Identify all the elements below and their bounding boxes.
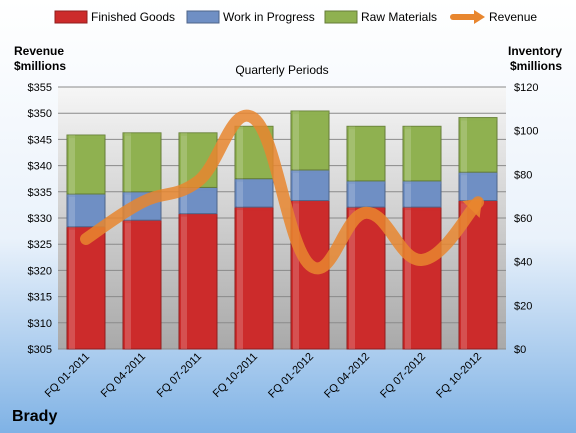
right-tick-label: $20 (514, 300, 532, 312)
legend-label: Raw Materials (361, 10, 437, 24)
legend-item: Raw Materials (324, 10, 437, 24)
bar-segment-work-in-progress (234, 178, 274, 208)
left-axis-label-line2: $millions (14, 59, 66, 73)
bar-segment-finished-goods (234, 206, 274, 350)
bar-segment-finished-goods (66, 226, 106, 350)
bar-segment-raw-materials (66, 134, 106, 195)
right-axis-label-line1: Inventory (508, 44, 562, 58)
left-tick-label: $355 (28, 82, 52, 94)
revenue-line-path (80, 109, 484, 275)
left-tick-label: $330 (28, 213, 52, 225)
legend-label: Revenue (489, 10, 537, 24)
bar-segment-raw-materials (402, 125, 442, 182)
left-tick-label: $315 (28, 292, 52, 304)
left-tick-label: $325 (28, 239, 52, 251)
left-tick-label: $345 (28, 134, 52, 146)
legend: Finished Goods Work in Progress Raw Materi… (54, 10, 537, 24)
left-axis-ticks: $305 $310 $315 $320 $325 $330 $335 $340 $345 $350… (28, 82, 52, 356)
bar-segment-finished-goods (402, 206, 442, 350)
legend-item: Work in Progress (186, 10, 315, 24)
legend-swatch (54, 10, 88, 24)
bar-segment-work-in-progress (290, 169, 330, 202)
chart-subtitle: Quarterly Periods (235, 63, 328, 77)
revenue-line (80, 109, 484, 275)
left-tick-label: $335 (28, 187, 52, 199)
legend-item: Revenue (450, 10, 537, 24)
right-tick-label: $60 (514, 213, 532, 225)
legend-swatch (186, 10, 220, 24)
left-tick-label: $310 (28, 318, 52, 330)
right-tick-label: $0 (514, 344, 526, 356)
bar-segment-raw-materials (290, 110, 330, 171)
bar-segment-finished-goods (122, 219, 162, 350)
legend-label: Work in Progress (223, 10, 315, 24)
left-axis-label-line1: Revenue (14, 44, 64, 58)
right-axis-ticks: $0 $20 $40 $60 $80 $100 $120 (514, 82, 538, 356)
bar-segment-raw-materials (346, 125, 386, 182)
legend-swatch (324, 10, 358, 24)
left-tick-label: $350 (28, 108, 52, 120)
right-tick-label: $40 (514, 257, 532, 269)
right-tick-label: $100 (514, 126, 538, 138)
bar-segment-raw-materials (458, 117, 498, 173)
bar-segment-work-in-progress (66, 193, 106, 228)
right-tick-label: $120 (514, 82, 538, 94)
legend-arrow (474, 10, 485, 24)
bar-segment-work-in-progress (402, 180, 442, 208)
company-name: Brady (12, 408, 57, 425)
bar-segment-work-in-progress (458, 171, 498, 202)
legend-item: Finished Goods (54, 10, 175, 24)
left-tick-label: $305 (28, 344, 52, 356)
legend-label: Finished Goods (91, 10, 175, 24)
left-tick-label: $320 (28, 265, 52, 277)
revenue-arrowhead (462, 197, 483, 218)
left-tick-label: $340 (28, 161, 52, 173)
bar-segment-raw-materials (122, 132, 162, 193)
bar-segment-work-in-progress (346, 180, 386, 208)
bar-segment-finished-goods (178, 213, 218, 350)
right-tick-label: $80 (514, 169, 532, 181)
right-axis-label-line2: $millions (510, 59, 562, 73)
